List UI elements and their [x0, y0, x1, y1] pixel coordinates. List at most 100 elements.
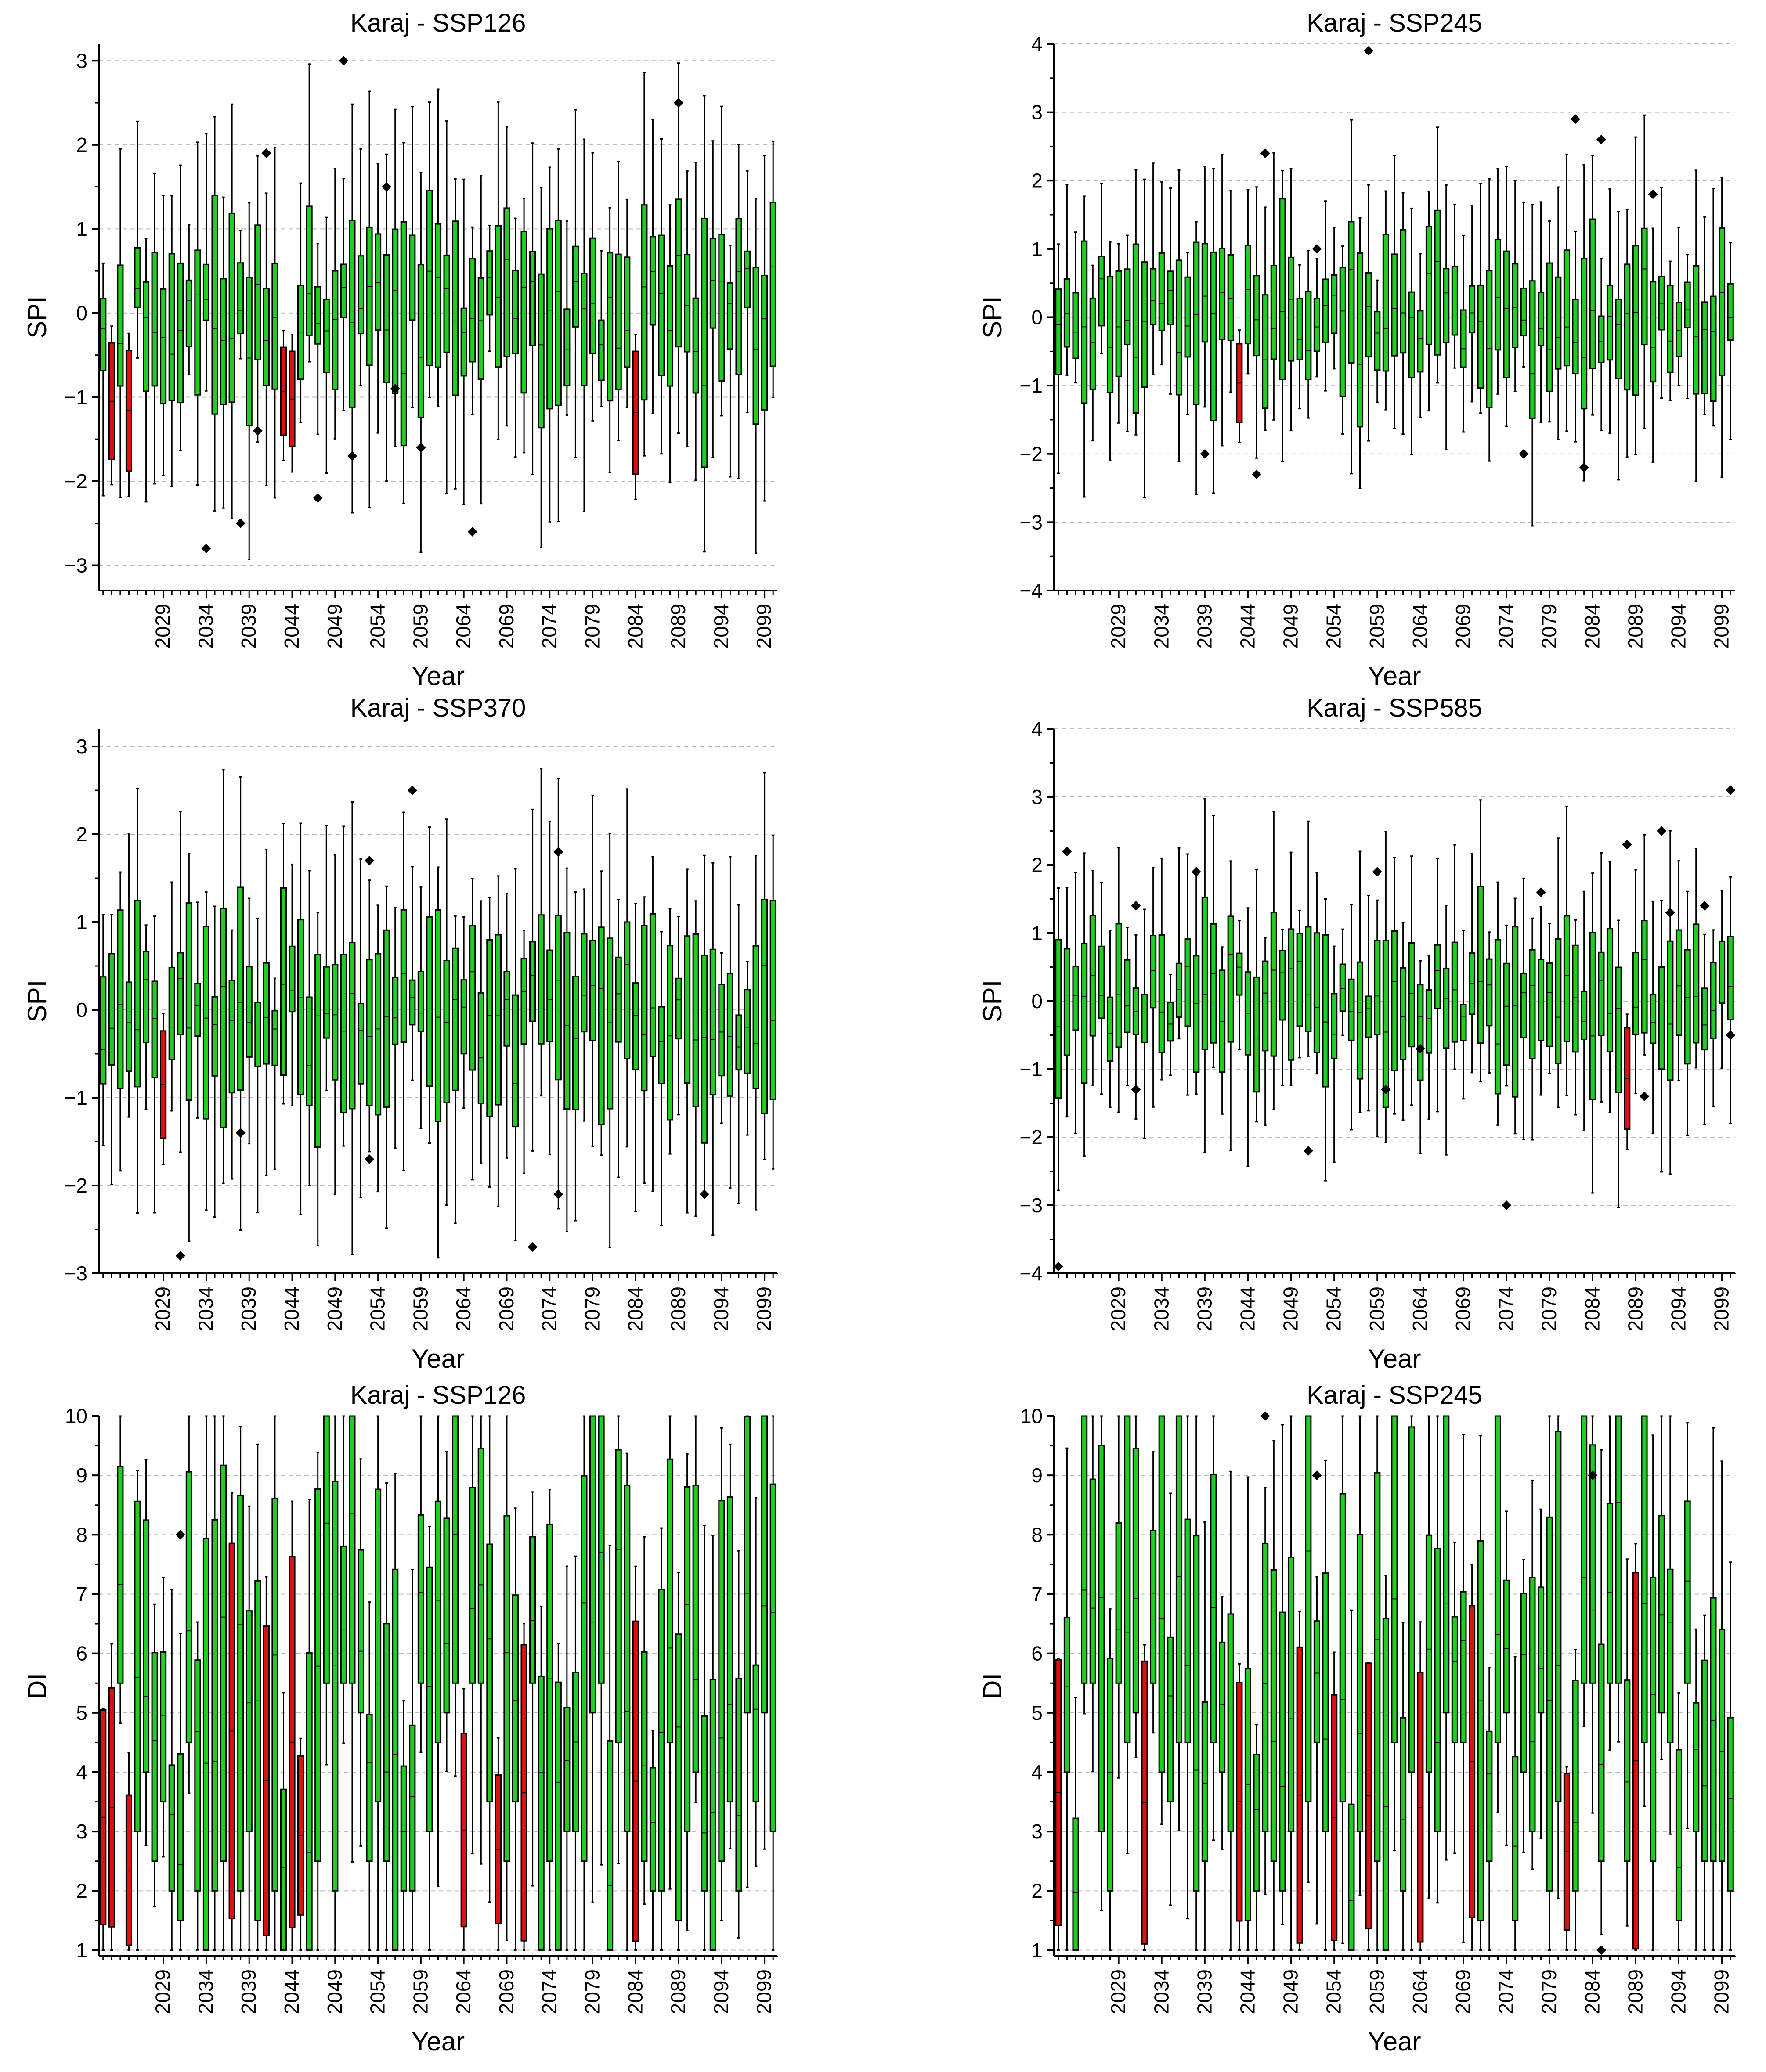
- y-tick-label: 1: [1031, 1939, 1043, 1961]
- box-2082: [615, 1415, 622, 1864]
- box-iqr: [718, 1500, 725, 1862]
- box-iqr: [1158, 252, 1165, 331]
- box-2038: [237, 230, 244, 360]
- box-2027: [1098, 882, 1105, 1095]
- box-iqr: [1581, 258, 1588, 410]
- box-iqr: [666, 1458, 674, 1743]
- box-2033: [1150, 162, 1157, 375]
- box-2032: [185, 224, 192, 375]
- outlier-point: [175, 1251, 185, 1261]
- box-iqr: [383, 929, 390, 1108]
- outlier-point: [1053, 1261, 1063, 1272]
- box-iqr: [529, 941, 536, 1022]
- box-2027: [1098, 183, 1105, 354]
- box-2070: [512, 1507, 519, 1951]
- box-2033: [194, 141, 201, 486]
- box-2042: [1227, 190, 1234, 393]
- box-2082: [1572, 919, 1579, 1116]
- box-2100: [1727, 1561, 1734, 1951]
- box-iqr: [1400, 1717, 1407, 1892]
- outlier-point: [1622, 840, 1632, 850]
- box-iqr: [443, 254, 450, 353]
- box-iqr: [1244, 1668, 1252, 1921]
- box-2100: [769, 141, 776, 398]
- box-2025: [125, 1752, 133, 1951]
- box-2088: [666, 204, 674, 484]
- x-tick-label: 2034: [1150, 1286, 1173, 1331]
- box-2082: [1572, 231, 1579, 443]
- box-2099: [761, 1415, 768, 1850]
- box-2066: [477, 900, 484, 1164]
- box-2078: [1537, 1508, 1545, 1839]
- box-iqr: [1710, 1597, 1717, 1862]
- x-tick-label: 2059: [409, 1286, 432, 1331]
- box-iqr: [1451, 941, 1458, 1043]
- box-iqr: [1219, 969, 1226, 1073]
- box-2086: [1606, 861, 1614, 1113]
- box-iqr: [1520, 287, 1527, 337]
- box-iqr: [375, 953, 382, 1116]
- box-2054: [1331, 227, 1338, 370]
- box-iqr: [589, 237, 596, 354]
- box-2036: [1175, 1415, 1183, 1832]
- box-2054: [1331, 1651, 1338, 1951]
- box-2066: [1434, 126, 1441, 384]
- box-2060: [426, 1526, 433, 1951]
- box-2093: [709, 140, 716, 458]
- box-2095: [1684, 1422, 1691, 1829]
- box-iqr: [211, 996, 218, 1077]
- box-2086: [649, 856, 656, 1192]
- box-iqr: [1718, 1629, 1726, 1862]
- box-iqr: [1650, 994, 1657, 1044]
- box-iqr: [1460, 1591, 1467, 1743]
- x-tick-label: 2034: [194, 1969, 217, 2014]
- box-iqr: [1520, 973, 1527, 1038]
- box-2081: [1563, 1766, 1570, 1951]
- box-2030: [1124, 234, 1131, 432]
- x-tick-label: 2054: [366, 1969, 389, 2014]
- outlier-point: [1252, 469, 1262, 479]
- box-2043: [1236, 1663, 1243, 1951]
- box-2071: [520, 930, 527, 1174]
- outlier-point: [407, 786, 417, 795]
- y-tick-label: 1: [76, 217, 87, 240]
- box-iqr: [1253, 275, 1260, 357]
- box-iqr: [735, 1014, 742, 1071]
- box-2094: [718, 105, 725, 417]
- box-2068: [495, 1737, 502, 1951]
- x-tick-label: 2044: [1236, 604, 1259, 649]
- box-2034: [202, 891, 210, 1211]
- box-iqr: [392, 1568, 399, 1951]
- box-2063: [1408, 855, 1415, 1106]
- box-iqr: [314, 1488, 321, 1862]
- box-2045: [297, 182, 304, 423]
- y-tick-label: 1: [76, 1939, 87, 1961]
- box-2022: [1055, 243, 1062, 474]
- box-2046: [1262, 206, 1269, 431]
- box-iqr: [1374, 311, 1381, 371]
- box-2061: [1391, 1415, 1398, 1852]
- y-tick-label: 7: [76, 1582, 87, 1605]
- box-iqr: [1718, 227, 1726, 376]
- y-axis-label: SPI: [22, 296, 52, 339]
- box-2024: [117, 871, 124, 1172]
- y-tick-label: 1: [1031, 238, 1043, 260]
- box-2028: [151, 1603, 158, 1907]
- y-tick-label: 3: [1031, 786, 1043, 808]
- x-tick-label: 2064: [452, 1286, 475, 1331]
- box-iqr: [1589, 932, 1596, 1100]
- box-iqr: [1641, 1415, 1648, 1743]
- x-tick-label: 2064: [1408, 1286, 1431, 1331]
- box-iqr: [1072, 1817, 1079, 1951]
- y-tick-label: −1: [1020, 374, 1043, 397]
- box-2088: [1624, 1013, 1631, 1150]
- box-iqr: [726, 1496, 733, 1803]
- box-2045: [1253, 1724, 1260, 1951]
- x-tick-label: 2089: [1624, 1969, 1647, 2014]
- box-iqr: [572, 245, 579, 328]
- box-iqr: [237, 886, 244, 1091]
- box-iqr: [718, 984, 725, 1077]
- box-2100: [769, 1415, 776, 1951]
- box-2078: [581, 1415, 588, 1951]
- box-2038: [1193, 1415, 1200, 1951]
